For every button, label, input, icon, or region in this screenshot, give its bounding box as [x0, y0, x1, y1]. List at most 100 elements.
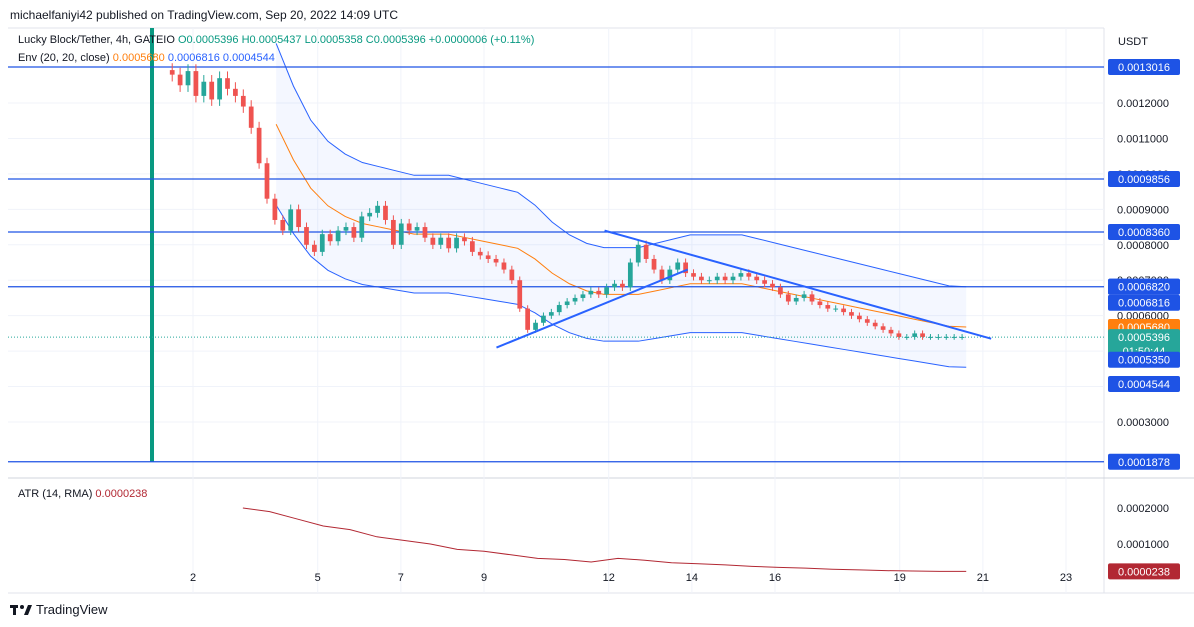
- time-tick-label: 2: [190, 572, 196, 584]
- candle-body: [849, 312, 854, 316]
- atr-line: [242, 507, 967, 572]
- candle-body: [233, 88, 238, 96]
- candle-body: [699, 276, 704, 281]
- time-tick-label: 7: [398, 572, 404, 584]
- price-label: 0.0005350: [1118, 355, 1170, 367]
- candle-body: [746, 273, 752, 277]
- atr-legend[interactable]: ATR (14, RMA) 0.0000238: [18, 488, 147, 500]
- candle-body: [406, 223, 412, 231]
- candle-body: [896, 333, 902, 337]
- envelope-upper-line: [275, 43, 967, 288]
- time-tick-label: 19: [894, 572, 906, 584]
- candle-body: [675, 262, 681, 270]
- price-tick-label: 0.0003000: [1117, 417, 1169, 429]
- envelope-legend[interactable]: Env (20, 20, close) 0.0005680 0.0006816 …: [18, 52, 275, 64]
- candle-body: [256, 127, 262, 164]
- candle-body: [738, 273, 744, 277]
- candle-body: [359, 216, 365, 238]
- price-label-box: [1108, 278, 1180, 295]
- candle-body: [833, 308, 839, 310]
- candle-body: [635, 244, 641, 263]
- candle-body: [469, 241, 475, 252]
- level-label: 0.0009856: [1118, 174, 1170, 186]
- candle-body: [367, 212, 373, 217]
- tradingview-logo[interactable]: TradingView: [10, 602, 108, 617]
- candle-body: [722, 276, 728, 281]
- candle-body: [691, 273, 696, 277]
- atr-label-box: [1108, 563, 1180, 580]
- candle-body: [770, 283, 775, 288]
- price-label: 0.0006820: [1118, 282, 1170, 294]
- candle-body: [422, 227, 428, 238]
- candle-body: [825, 305, 831, 309]
- candle-body: [556, 305, 562, 313]
- symbol-name: Lucky Block/Tether, 4h, GATEIO: [18, 34, 175, 46]
- candle-body: [904, 336, 910, 338]
- price-label-box: [1108, 351, 1180, 368]
- candle-body: [398, 223, 404, 245]
- candle-body: [762, 280, 767, 284]
- candle-body: [793, 297, 799, 302]
- candle-body: [240, 95, 246, 107]
- candle-body: [533, 322, 538, 330]
- candle-body: [588, 290, 594, 295]
- candle-body: [209, 81, 215, 100]
- candle-body: [730, 276, 736, 281]
- symbol-legend[interactable]: Lucky Block/Tether, 4h, GATEIO O0.000539…: [18, 34, 534, 46]
- candle-body: [651, 258, 657, 270]
- price-label-box: [1108, 376, 1180, 392]
- level-label-box: [1108, 453, 1180, 470]
- candle-body: [627, 262, 633, 288]
- candle-body: [596, 290, 602, 295]
- candle-body: [327, 234, 333, 242]
- envelope-mid-value: 0.0005680: [112, 52, 165, 64]
- candle-body: [880, 326, 886, 330]
- candle-body: [667, 269, 673, 281]
- candle-body: [683, 262, 688, 274]
- candle-body: [920, 333, 925, 337]
- candle-body: [612, 283, 617, 288]
- time-tick-label: 16: [769, 572, 781, 584]
- vertical-highlight-bar: [150, 28, 154, 462]
- atr-tick-label: 0.0002000: [1117, 503, 1169, 515]
- candle-body: [177, 74, 183, 86]
- candle-body: [517, 280, 523, 309]
- price-tick-label: 0.0011000: [1117, 133, 1168, 145]
- candle-body: [714, 276, 720, 281]
- envelope-label: Env (20, 20, close): [18, 52, 110, 64]
- candle-body: [383, 205, 388, 220]
- candle-body: [501, 262, 507, 270]
- candle-body: [841, 308, 846, 313]
- candle-body: [335, 230, 341, 242]
- candle-body: [817, 301, 823, 306]
- trendline-rising: [496, 268, 689, 349]
- candle-body: [912, 333, 918, 337]
- envelope-lower-line: [275, 204, 967, 368]
- candle-body: [304, 227, 309, 245]
- candle-body: [185, 71, 191, 86]
- candle-body: [217, 78, 222, 100]
- candle-body: [438, 237, 444, 245]
- price-tick-label: 0.0009000: [1117, 204, 1169, 216]
- price-tick-label: 0.0012000: [1117, 98, 1169, 110]
- candle-body: [248, 106, 254, 128]
- brand-text: TradingView: [36, 602, 108, 617]
- candle-body: [351, 227, 357, 238]
- published-info: michaelfaniyi42 published on TradingView…: [10, 8, 399, 22]
- time-tick-label: 12: [603, 572, 615, 584]
- candle-body: [477, 251, 483, 256]
- candle-body: [201, 81, 207, 96]
- candle-body: [864, 319, 870, 323]
- time-tick-label: 14: [686, 572, 698, 584]
- level-label: 0.0001878: [1118, 457, 1170, 469]
- currency-label: USDT: [1118, 36, 1148, 48]
- candle-body: [225, 78, 230, 89]
- candle-body: [809, 294, 815, 302]
- candle-body: [548, 312, 554, 316]
- candle-body: [193, 71, 199, 96]
- envelope-upper-value: 0.0006816: [167, 52, 220, 64]
- candle-body: [754, 276, 760, 281]
- candle-body: [343, 227, 349, 231]
